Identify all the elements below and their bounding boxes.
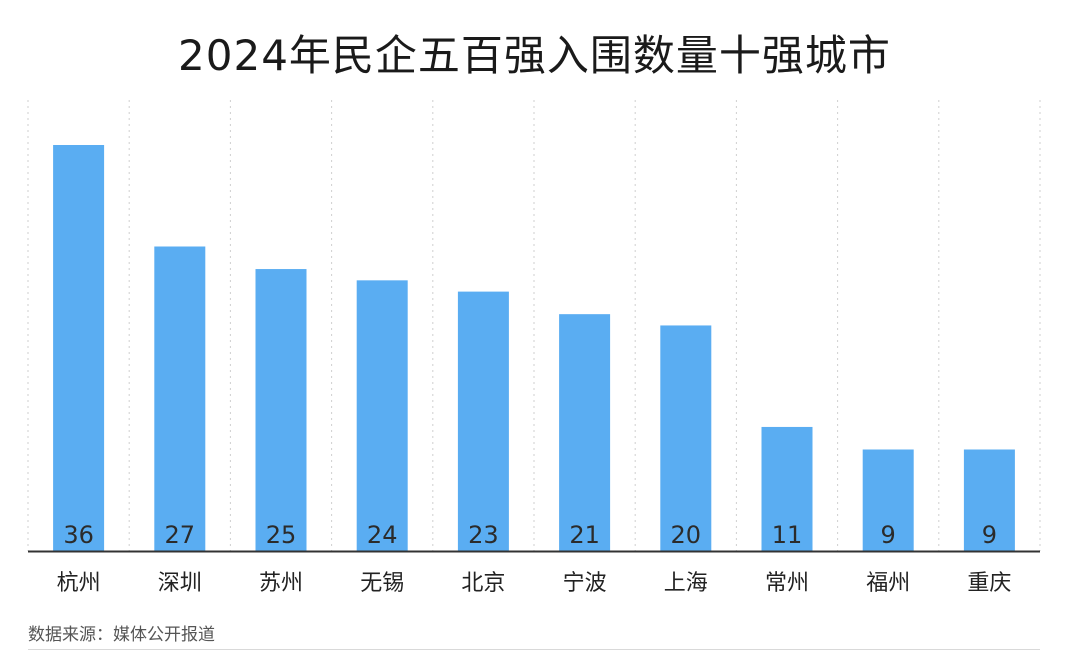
- x-tick-label: 杭州: [57, 571, 101, 596]
- x-tick-label: 无锡: [360, 571, 404, 596]
- value-label: 25: [266, 521, 297, 549]
- bars: 36 27 25 24 23 21 20 11 9 9: [53, 145, 1015, 551]
- bar-上海: [660, 325, 712, 551]
- x-axis: 杭州 深圳 苏州 无锡 北京 宁波 上海 常州 福州 重庆: [28, 550, 1040, 596]
- value-label: 9: [881, 521, 896, 549]
- value-label: 11: [772, 521, 803, 549]
- bar-深圳: [154, 246, 206, 551]
- x-tick-label: 深圳: [158, 571, 202, 596]
- x-tick-label: 常州: [765, 571, 809, 596]
- value-label: 20: [671, 521, 702, 549]
- value-label: 36: [63, 521, 94, 549]
- value-label: 9: [982, 521, 997, 549]
- value-label: 27: [165, 521, 196, 549]
- x-tick-label: 苏州: [259, 571, 303, 596]
- bar-北京: [457, 291, 509, 551]
- value-label: 24: [367, 521, 398, 549]
- x-tick-label: 北京: [461, 571, 505, 596]
- bar-无锡: [356, 280, 408, 551]
- value-label: 21: [569, 521, 600, 549]
- x-tick-label: 上海: [664, 571, 708, 596]
- x-tick-label: 重庆: [967, 571, 1011, 596]
- bar-宁波: [559, 314, 611, 551]
- bar-杭州: [53, 145, 105, 551]
- x-tick-label: 宁波: [563, 571, 607, 596]
- chart-title: 2024年民企五百强入围数量十强城市: [178, 31, 891, 80]
- bar-福州: [862, 449, 914, 551]
- bar-重庆: [963, 449, 1015, 551]
- value-label: 23: [468, 521, 499, 549]
- x-tick-label: 福州: [866, 571, 910, 596]
- bar-苏州: [255, 269, 307, 551]
- data-source-note: 数据来源：媒体公开报道: [28, 625, 215, 645]
- footer-divider: [28, 649, 1040, 650]
- bar-常州: [761, 426, 813, 551]
